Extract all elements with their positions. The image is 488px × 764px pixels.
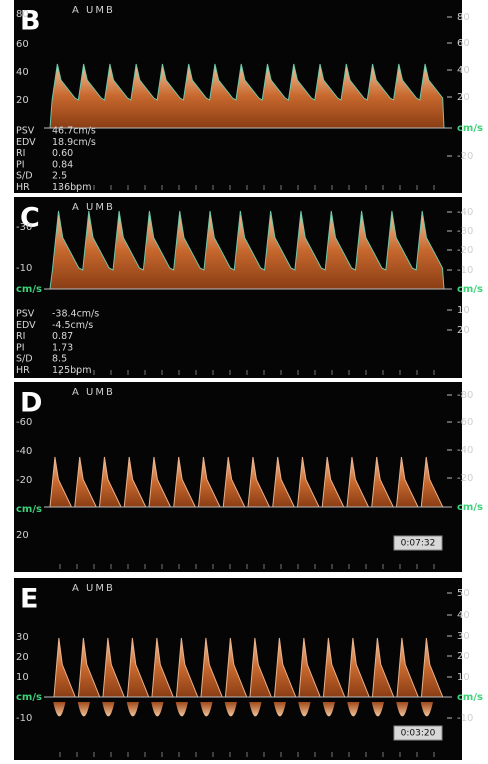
right-axis-label: 10 bbox=[457, 305, 470, 316]
measurement-name: RI bbox=[16, 148, 25, 159]
measurement-value: 46.7cm/s bbox=[52, 126, 96, 137]
measurement-value: 0.87 bbox=[52, 331, 73, 342]
measurement-name: HR bbox=[16, 182, 30, 193]
measurement-name: RI bbox=[16, 331, 25, 342]
panel-letter: D bbox=[20, 388, 42, 419]
measurement-value: 18.9cm/s bbox=[52, 137, 96, 148]
left-axis-label: -20 bbox=[16, 475, 32, 486]
right-axis-label: -20 bbox=[457, 245, 473, 256]
measurement-name: HR bbox=[16, 365, 30, 376]
right-axis-label: 40 bbox=[457, 65, 470, 76]
vessel-header: A UMB bbox=[72, 583, 115, 594]
left-axis-label: 20 bbox=[16, 652, 29, 663]
vessel-header: A UMB bbox=[72, 5, 115, 16]
right-axis-label: -20 bbox=[457, 473, 473, 484]
measurement-value: 0.60 bbox=[52, 148, 73, 159]
unit-label: cm/s bbox=[16, 504, 42, 515]
right-axis-label: 10 bbox=[457, 672, 470, 683]
left-axis-label: -40 bbox=[16, 446, 32, 457]
left-axis-label: -30 bbox=[16, 222, 32, 233]
panel-letter: E bbox=[20, 584, 38, 615]
left-axis-label: 80 bbox=[16, 9, 29, 20]
unit-label: cm/s bbox=[16, 692, 42, 703]
right-axis-label: 20 bbox=[457, 651, 470, 662]
measurement-name: EDV bbox=[16, 320, 36, 331]
right-axis-label: -10 bbox=[457, 713, 473, 724]
measurement-value: 8.5 bbox=[52, 354, 67, 365]
right-axis-label: -60 bbox=[457, 417, 473, 428]
right-axis-label: -20 bbox=[457, 151, 473, 162]
measurement-value: 125bpm bbox=[52, 365, 91, 376]
vessel-header: A UMB bbox=[72, 202, 115, 213]
vessel-header: A UMB bbox=[72, 387, 115, 398]
measurement-name: S/D bbox=[16, 171, 33, 182]
unit-label: cm/s bbox=[457, 692, 483, 703]
right-axis-label: 60 bbox=[457, 38, 470, 49]
measurement-value: 0.84 bbox=[52, 159, 73, 170]
right-axis-label: 20 bbox=[457, 92, 470, 103]
right-axis-label: 30 bbox=[457, 631, 470, 642]
left-axis-label: -10 bbox=[16, 713, 32, 724]
left-axis-label: 20 bbox=[16, 95, 29, 106]
right-axis-label: -30 bbox=[457, 226, 473, 237]
right-axis-label: 80 bbox=[457, 12, 470, 23]
page: {"panels": [ {"label": "B", "header": "A… bbox=[0, 0, 488, 760]
left-axis-label: 40 bbox=[16, 67, 29, 78]
measurement-name: PI bbox=[16, 342, 25, 353]
measurement-name: PSV bbox=[16, 309, 35, 320]
timer: 0:07:32 bbox=[401, 539, 436, 549]
right-axis-label: 50 bbox=[457, 588, 470, 599]
right-axis-label: -40 bbox=[457, 207, 473, 218]
measurement-value: 136bpm bbox=[52, 182, 91, 193]
unit-label: cm/s bbox=[457, 284, 483, 295]
left-axis-label: -10 bbox=[16, 263, 32, 274]
left-axis-label: 20 bbox=[16, 530, 29, 541]
unit-label: cm/s bbox=[16, 284, 42, 295]
measurement-value: -38.4cm/s bbox=[52, 309, 99, 320]
measurement-name: PSV bbox=[16, 126, 35, 137]
right-axis-label: -10 bbox=[457, 265, 473, 276]
doppler-panel: D A UMB -60 -40 -20 cm/s 20 -80 -60 -40 -20 cm/s 0:0… bbox=[14, 382, 483, 572]
right-axis-label: -80 bbox=[457, 390, 473, 401]
left-axis-label: 30 bbox=[16, 632, 29, 643]
measurement-name: EDV bbox=[16, 137, 36, 148]
unit-label: cm/s bbox=[457, 123, 483, 134]
right-axis-label: 20 bbox=[457, 325, 470, 336]
right-axis-label: 40 bbox=[457, 610, 470, 621]
measurement-value: 1.73 bbox=[52, 342, 73, 353]
measurement-name: S/D bbox=[16, 354, 33, 365]
measurement-name: PI bbox=[16, 159, 25, 170]
right-axis-label: -40 bbox=[457, 445, 473, 456]
timer: 0:03:20 bbox=[401, 729, 436, 739]
doppler-panel: E A UMB 30 20 10 cm/s -10 50 40 30 20 10 cm/s -10 0:03… bbox=[14, 578, 483, 760]
measurement-value: 2.5 bbox=[52, 171, 67, 182]
measurement-value: -4.5cm/s bbox=[52, 320, 93, 331]
unit-label: cm/s bbox=[457, 502, 483, 513]
left-axis-label: -60 bbox=[16, 417, 32, 428]
left-axis-label: 60 bbox=[16, 39, 29, 50]
figure: BA UMB8060402080604020cm/s-20PSV46.7cm/s… bbox=[0, 0, 488, 760]
left-axis-label: 10 bbox=[16, 672, 29, 683]
